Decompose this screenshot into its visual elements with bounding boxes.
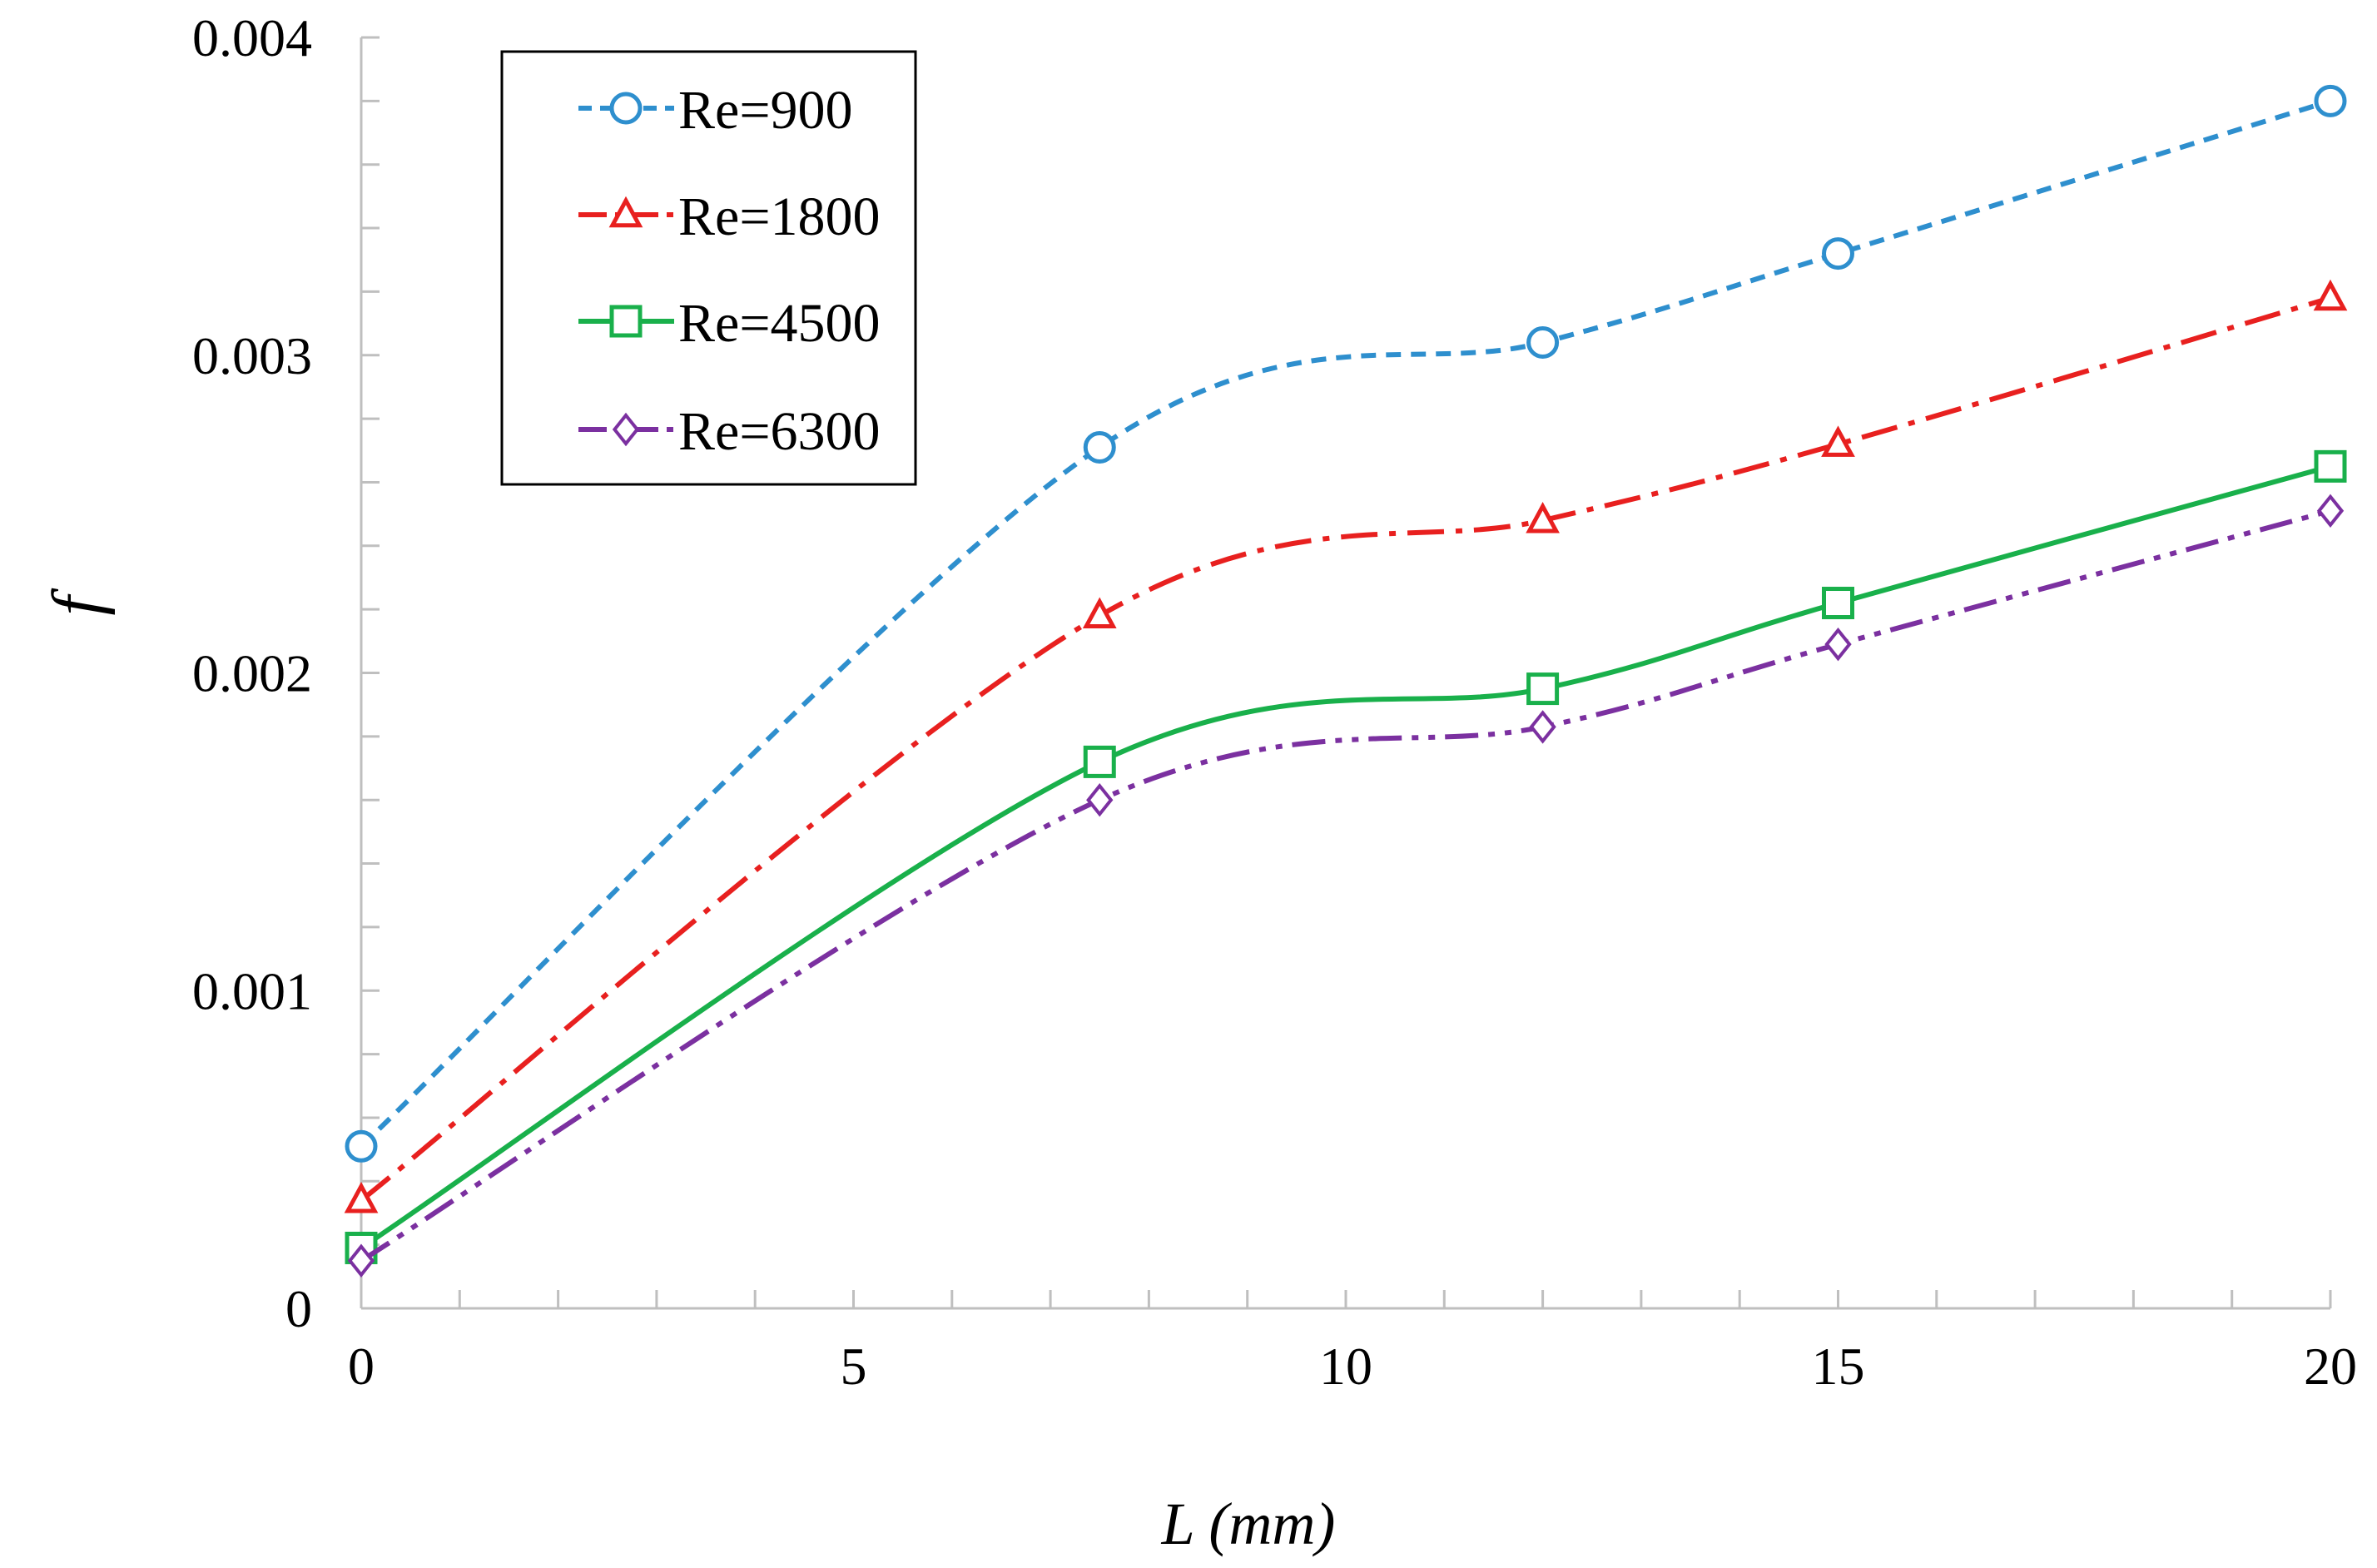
legend-box xyxy=(500,50,917,486)
x-tick-label: 5 xyxy=(841,1337,867,1396)
series-line xyxy=(360,295,2331,1203)
x-tick-label: 10 xyxy=(1319,1337,1372,1396)
y-tick-label: 0 xyxy=(285,1279,312,1338)
legend-label: Re=4500 xyxy=(678,293,881,354)
x-axis-label: L (mm) xyxy=(1161,1491,1336,1557)
data-point xyxy=(344,1181,379,1213)
legend-marker xyxy=(609,305,643,338)
data-point xyxy=(1821,425,1855,457)
data-point xyxy=(2314,449,2347,483)
legend-item: Re=4500 xyxy=(578,293,881,354)
x-tick-label: 20 xyxy=(2304,1337,2357,1396)
data-point xyxy=(1526,325,1560,359)
y-tick-label: 0.003 xyxy=(192,326,312,385)
data-point xyxy=(345,1129,378,1163)
data-point xyxy=(1083,745,1116,778)
data-point xyxy=(1526,672,1560,706)
series-line xyxy=(360,508,2331,1263)
data-point xyxy=(2314,84,2347,117)
data-point xyxy=(2313,279,2348,311)
legend-marker xyxy=(608,196,643,228)
data-point xyxy=(1082,597,1117,629)
legend-marker xyxy=(609,92,643,125)
y-tick-label: 0.002 xyxy=(192,644,312,703)
data-point xyxy=(1822,237,1854,270)
legend: Re=900 Re=1800 Re=4500 Re=6300 xyxy=(500,50,917,486)
axes: 0 5 10 15 20 0 0.001 0.002 0.003 0.004 xyxy=(192,8,2357,1396)
x-tick-label: 0 xyxy=(348,1337,375,1396)
data-point xyxy=(347,1243,375,1278)
data-point xyxy=(1822,587,1854,620)
series-re-6300 xyxy=(347,494,2345,1278)
data-point xyxy=(1083,430,1116,464)
series-line xyxy=(359,98,2331,1149)
legend-item: Re=900 xyxy=(578,80,853,141)
data-point xyxy=(1086,782,1114,817)
data-point xyxy=(1526,502,1560,533)
legend-label: Re=6300 xyxy=(678,401,881,462)
legend-label: Re=1800 xyxy=(678,186,881,247)
legend-item: Re=6300 xyxy=(578,401,881,462)
data-point xyxy=(1824,627,1852,662)
legend-label: Re=900 xyxy=(678,80,853,141)
series-line xyxy=(360,464,2331,1250)
y-tick-label: 0.001 xyxy=(192,961,312,1020)
data-point xyxy=(1529,710,1556,744)
data-point xyxy=(2316,494,2345,528)
legend-item: Re=1800 xyxy=(578,186,881,247)
y-axis-label: f xyxy=(38,588,116,616)
x-tick-label: 15 xyxy=(1812,1337,1865,1396)
series-re-900 xyxy=(345,84,2347,1163)
plot-area xyxy=(344,84,2348,1278)
legend-marker xyxy=(612,412,640,447)
y-tick-label: 0.004 xyxy=(192,8,312,67)
series-re-1800 xyxy=(344,279,2348,1213)
